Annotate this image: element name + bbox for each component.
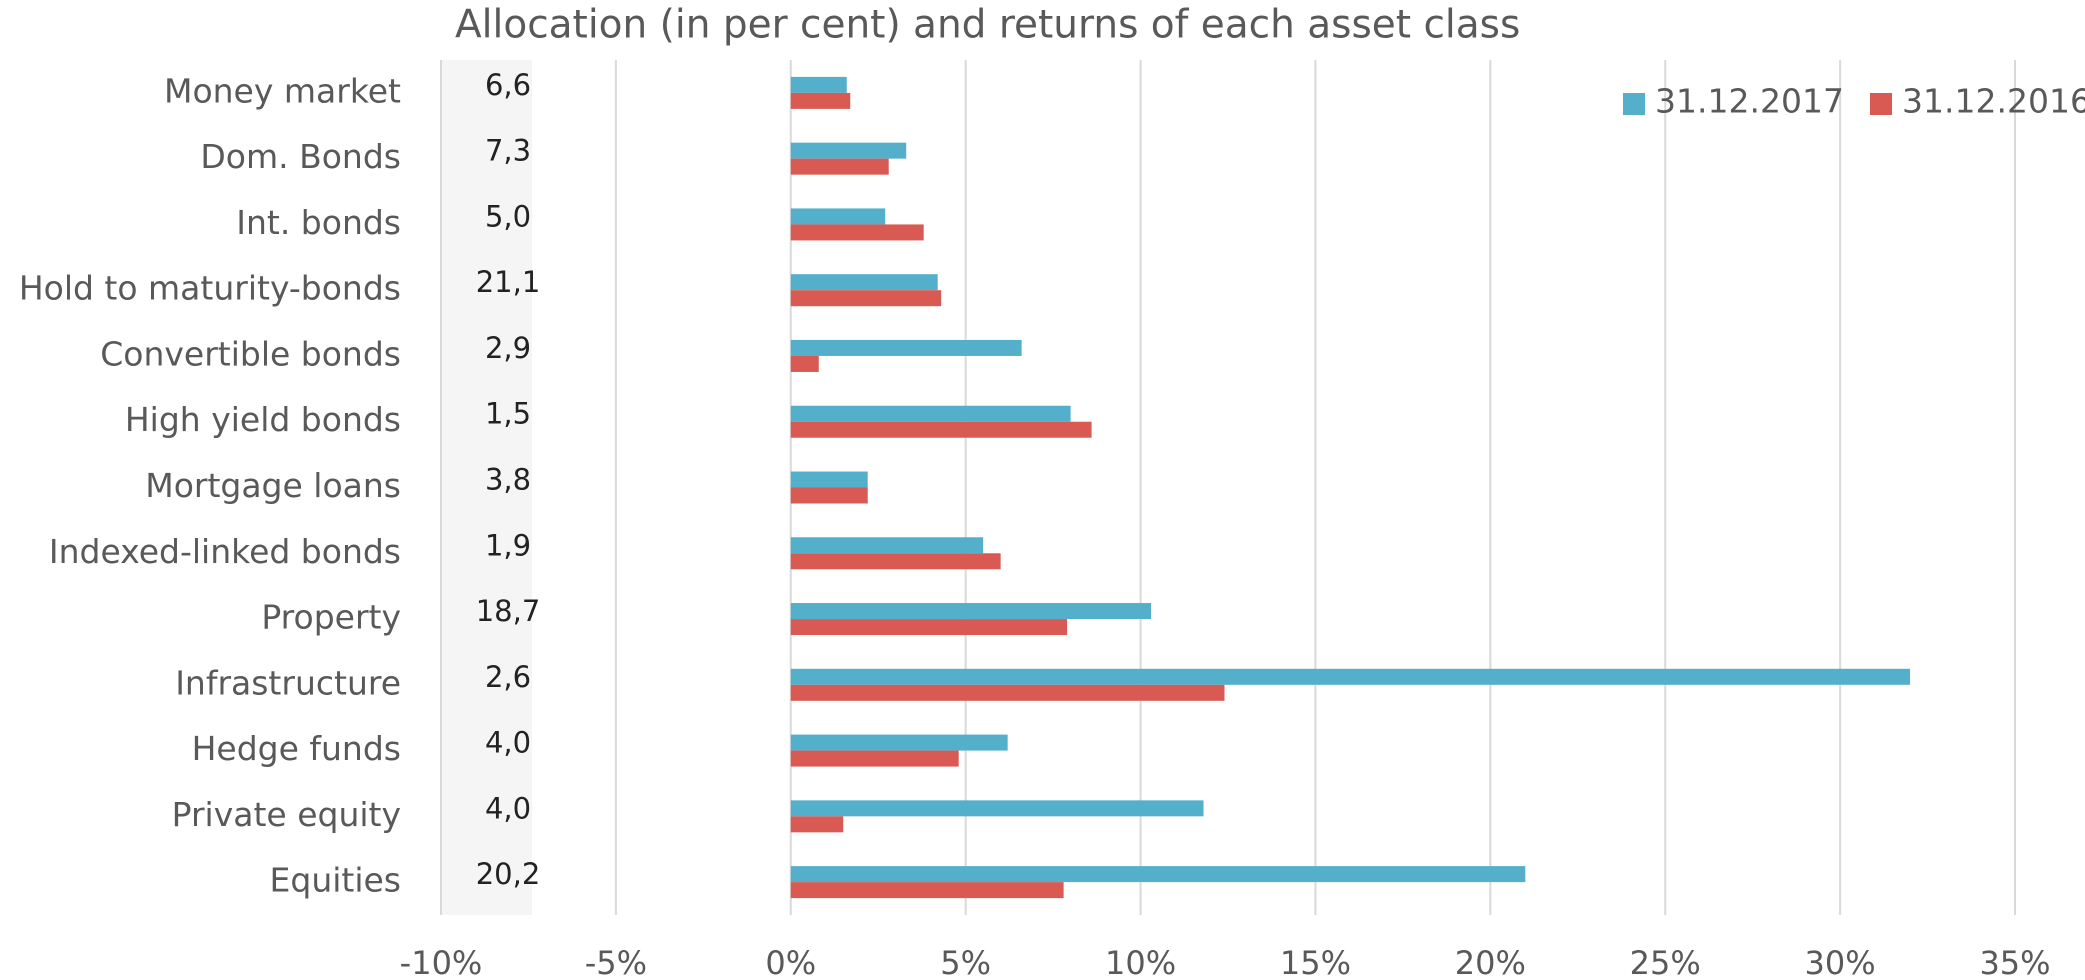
y-tick-label: Equities	[270, 861, 401, 900]
x-tick-label: 35%	[1979, 944, 2050, 980]
bar	[790, 208, 886, 225]
bar	[790, 882, 1064, 899]
bar	[790, 537, 984, 554]
allocation-label: 1,5	[485, 397, 531, 431]
y-tick-label: Dom. Bonds	[200, 137, 401, 176]
allocation-label: 2,9	[485, 331, 531, 365]
bar	[790, 290, 942, 307]
x-tick-label: 25%	[1630, 944, 1701, 980]
bar	[790, 553, 1001, 570]
bar	[790, 92, 851, 109]
y-tick-label: Infrastructure	[175, 663, 401, 702]
bar	[790, 405, 1071, 422]
legend-label: 31.12.2017	[1655, 82, 1844, 121]
allocation-band	[441, 60, 532, 915]
x-tick-label: 15%	[1280, 944, 1351, 980]
allocation-label: 6,6	[485, 68, 531, 102]
allocation-label: 18,7	[476, 594, 541, 628]
bar	[790, 421, 1092, 438]
bar	[790, 274, 938, 291]
x-tick-label: 30%	[1805, 944, 1876, 980]
x-tick-label: -10%	[400, 944, 483, 980]
allocation-label: 20,2	[476, 857, 541, 891]
bar	[790, 355, 819, 372]
y-tick-label: High yield bonds	[125, 400, 401, 439]
bar	[790, 668, 1911, 685]
legend-swatch	[1623, 93, 1645, 115]
bar	[790, 487, 868, 504]
bar	[790, 800, 1204, 817]
allocation-label: 21,1	[476, 265, 541, 299]
legend-label: 31.12.2016	[1902, 82, 2085, 121]
x-tick-label: -5%	[585, 944, 647, 980]
bar	[790, 224, 924, 241]
bar	[790, 76, 847, 93]
bar	[790, 142, 907, 159]
allocation-label: 7,3	[485, 134, 531, 168]
y-tick-label: Mortgage loans	[145, 466, 401, 505]
x-tick-label: 20%	[1455, 944, 1526, 980]
allocation-label: 2,6	[485, 660, 531, 694]
chart-title: Allocation (in per cent) and returns of …	[455, 3, 1520, 48]
bar	[790, 684, 1225, 701]
bar	[790, 750, 959, 767]
y-tick-label: Hedge funds	[192, 729, 401, 768]
y-tick-label: Int. bonds	[236, 203, 401, 242]
bar	[790, 816, 844, 833]
legend-swatch	[1870, 93, 1892, 115]
allocation-label: 3,8	[485, 463, 531, 497]
y-tick-label: Convertible bonds	[100, 334, 401, 373]
x-tick-label: 0%	[765, 944, 816, 980]
bar	[790, 158, 889, 175]
x-tick-label: 5%	[940, 944, 991, 980]
bar	[790, 734, 1008, 751]
bar	[790, 866, 1526, 883]
bar	[790, 603, 1152, 620]
bar	[790, 471, 868, 488]
bar	[790, 339, 1022, 356]
bar	[790, 619, 1068, 636]
y-tick-label: Private equity	[172, 795, 401, 834]
y-tick-label: Property	[261, 598, 401, 637]
allocation-label: 4,0	[485, 726, 531, 760]
allocation-label: 1,9	[485, 528, 531, 562]
x-tick-label: 10%	[1105, 944, 1176, 980]
y-tick-label: Indexed-linked bonds	[49, 532, 401, 571]
allocation-label: 4,0	[485, 791, 531, 825]
y-tick-label: Money market	[164, 71, 401, 110]
allocation-label: 5,0	[485, 199, 531, 233]
y-tick-label: Hold to maturity-bonds	[19, 269, 401, 308]
